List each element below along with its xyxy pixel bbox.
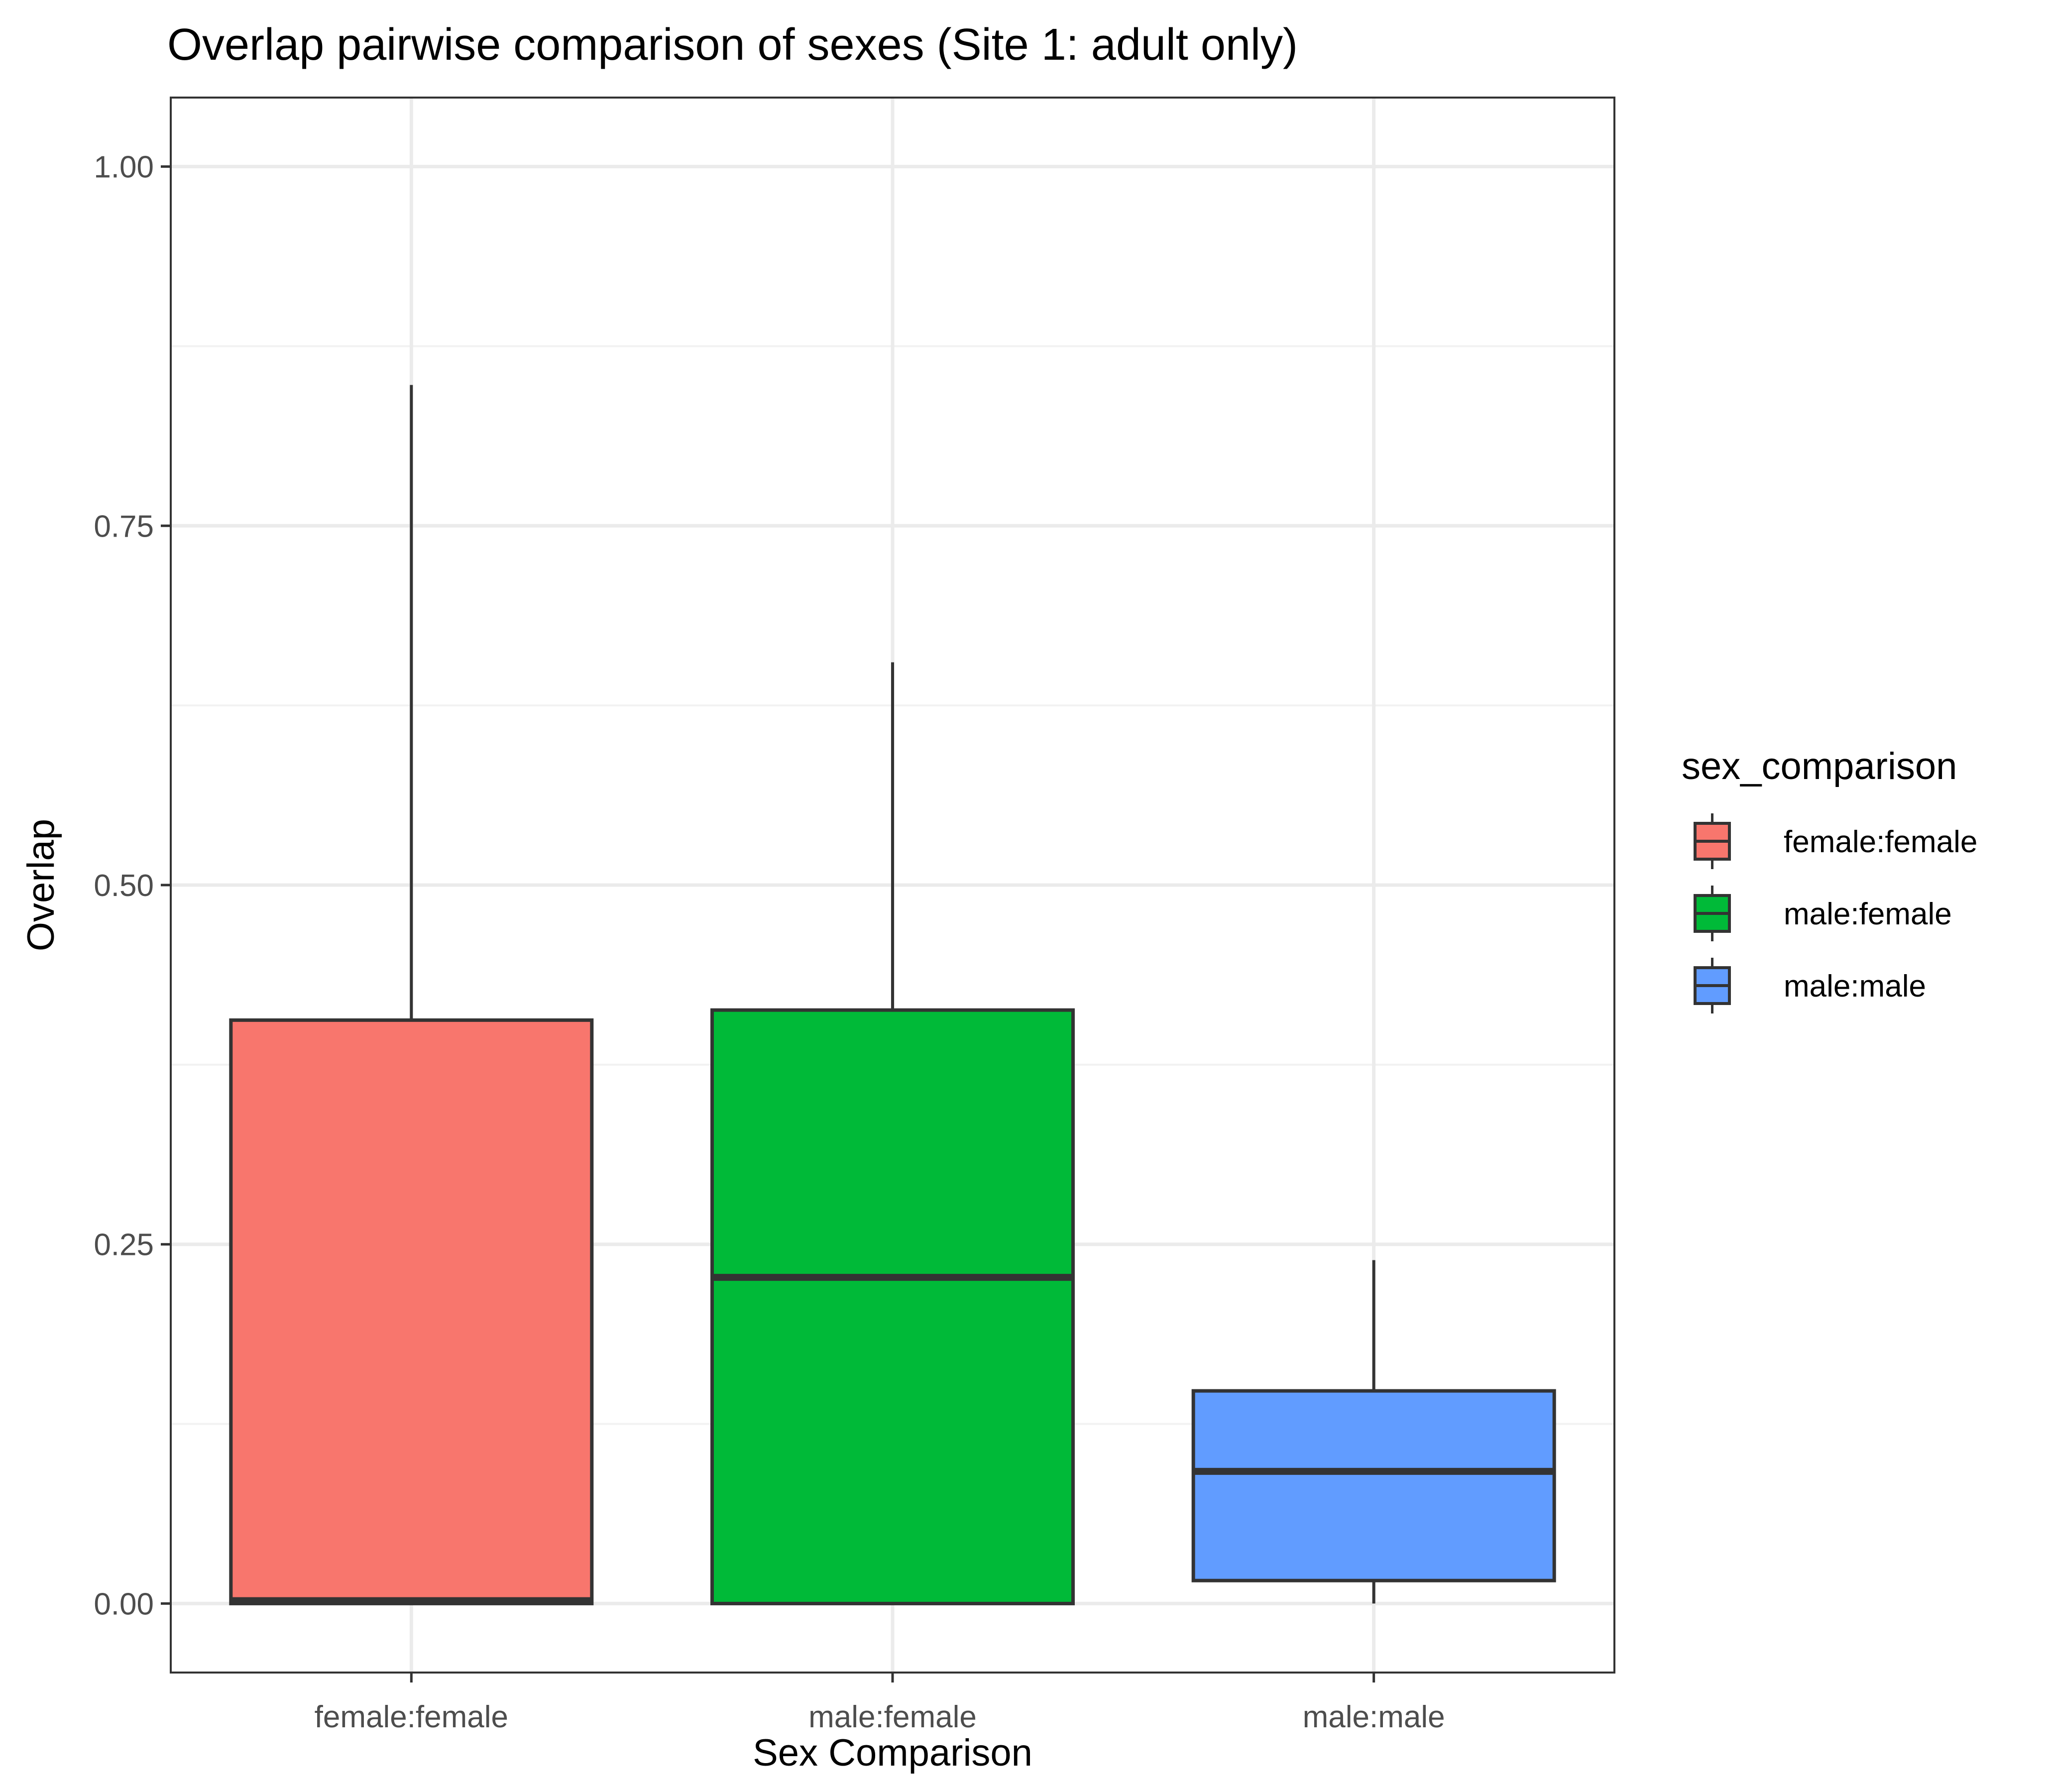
chart-title: Overlap pairwise comparison of sexes (Si… xyxy=(167,20,1298,70)
legend-item: female:female xyxy=(1694,813,1977,869)
y-tick-label: 0.00 xyxy=(94,1587,154,1621)
y-tick-label: 0.50 xyxy=(94,869,154,903)
x-tick-label: male:female xyxy=(808,1700,977,1734)
box-male-male xyxy=(1191,1260,1556,1604)
box-iqr xyxy=(1191,1389,1556,1582)
x-axis-title: Sex Comparison xyxy=(753,1732,1032,1774)
legend-item: male:male xyxy=(1694,958,1926,1013)
box-iqr xyxy=(710,1008,1075,1605)
legend-label: female:female xyxy=(1784,825,1977,859)
x-tick-label: female:female xyxy=(315,1700,508,1734)
box-male-female xyxy=(710,662,1075,1605)
legend-title: sex_comparison xyxy=(1682,745,1957,787)
y-tick-label: 1.00 xyxy=(94,150,154,185)
box-iqr xyxy=(229,1018,594,1605)
legend-item: male:female xyxy=(1694,886,1952,941)
plot-layer: 0.00 0.25 0.50 0.75 1.00 female:female male:fe… xyxy=(94,97,1615,1734)
y-tick-label: 0.25 xyxy=(94,1228,154,1262)
y-axis-title: Overlap xyxy=(20,819,62,951)
x-tick-label: male:male xyxy=(1303,1700,1445,1734)
y-tick-label: 0.75 xyxy=(94,509,154,544)
legend: sex_comparison female:female male:female m… xyxy=(1682,745,1977,1013)
box-female-female xyxy=(229,385,594,1605)
legend-label: male:male xyxy=(1784,969,1926,1004)
legend-label: male:female xyxy=(1784,897,1952,931)
